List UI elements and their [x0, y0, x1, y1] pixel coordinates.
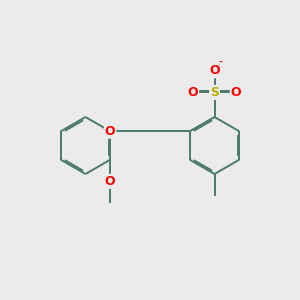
Text: O: O: [105, 125, 116, 138]
Text: S: S: [210, 86, 219, 99]
Text: -: -: [219, 58, 223, 67]
Text: O: O: [209, 64, 220, 77]
Text: O: O: [105, 175, 116, 188]
Text: O: O: [188, 86, 198, 99]
Text: O: O: [231, 86, 242, 99]
